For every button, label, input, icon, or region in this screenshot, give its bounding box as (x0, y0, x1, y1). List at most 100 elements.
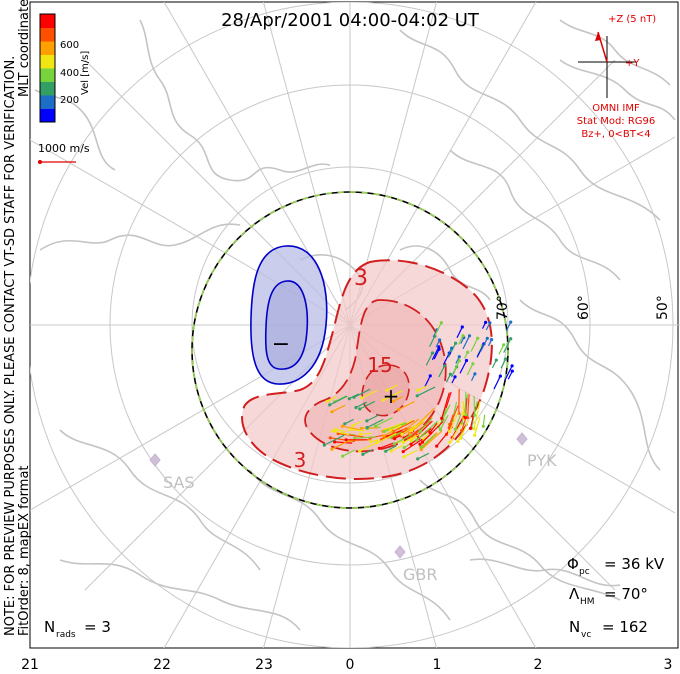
vector-origin (341, 454, 345, 458)
vector-origin (334, 427, 338, 431)
vector-origin (353, 436, 357, 440)
colorbar-segment (40, 41, 55, 55)
velocity-vector (505, 321, 512, 332)
velocity-vector (401, 424, 417, 435)
coastlines (34, 19, 676, 631)
mlt-tick-3: 3 (664, 657, 673, 673)
velocity-vector (449, 414, 454, 425)
velocity-vector (454, 413, 462, 430)
velocity-vector (398, 400, 415, 411)
velocity-vector (375, 416, 393, 427)
vector-origin (488, 321, 492, 325)
vector-origin (456, 439, 460, 443)
vector-origin (333, 440, 337, 444)
vector-origin (401, 450, 405, 454)
vector-origin (351, 424, 355, 428)
velocity-vector (355, 401, 368, 409)
velocity-vector (503, 338, 512, 353)
velocity-vectors (322, 320, 514, 461)
velocity-vector (390, 431, 402, 438)
colorbar-segment (40, 54, 55, 69)
vector-origin (484, 320, 488, 324)
positive-cell-sign: + (383, 384, 400, 408)
velocity-vector (324, 434, 345, 446)
velocity-vector (352, 420, 362, 427)
vector-origin (485, 336, 489, 340)
velocity-vector (389, 424, 402, 431)
velocity-vector (457, 432, 464, 442)
velocity-vector (421, 433, 436, 448)
velocity-vector (406, 418, 420, 430)
velocity-vector (361, 427, 379, 429)
vector-origin (389, 449, 393, 453)
mlt-axis: 21 22 23 0 1 2 3 (21, 657, 672, 673)
svg-text:= 3: = 3 (84, 618, 111, 636)
vector-origin (440, 416, 444, 420)
velocity-vector (338, 432, 364, 438)
mlt-tick-22: 22 (153, 657, 171, 673)
imf-dial (578, 31, 636, 98)
vector-origin (383, 429, 387, 433)
velocity-vector (329, 395, 348, 406)
reference-vector-label: 1000 m/s (38, 142, 90, 155)
velocity-vector (449, 423, 462, 443)
velocity-vector (332, 430, 350, 436)
vector-origin (461, 411, 465, 416)
vector-origin (358, 432, 363, 436)
vector-origin (473, 433, 477, 437)
vector-origin (438, 338, 442, 342)
station-markers (149, 432, 528, 559)
model-line-2: Bz+, 0<BT<4 (581, 129, 650, 140)
vector-origin (361, 452, 365, 456)
vector-origin (409, 439, 413, 443)
velocity-vector (359, 400, 376, 410)
velocity-vector (433, 349, 440, 360)
vector-origin (358, 449, 362, 453)
vector-origin (348, 428, 352, 432)
vector-origin (382, 434, 386, 438)
vector-origin (473, 413, 477, 417)
vector-origin (442, 364, 447, 368)
velocity-vector (417, 385, 428, 391)
velocity-vector (394, 433, 413, 445)
vector-origin (415, 438, 419, 442)
lat-label-60: 60° (576, 295, 592, 320)
svg-text:vc: vc (581, 630, 591, 640)
vector-origin (435, 444, 439, 448)
lat-label-50: 50° (655, 295, 671, 320)
velocity-vector (431, 346, 440, 361)
vector-origin (460, 429, 464, 433)
vector-origin (430, 351, 435, 355)
vector-origin (448, 440, 452, 444)
preview-note: NOTE: FOR PREVIEW PURPOSES ONLY. PLEASE … (3, 56, 18, 636)
vector-origin (457, 359, 461, 363)
velocity-vector (342, 425, 361, 431)
colorbar-segment (40, 81, 55, 96)
velocity-vector (467, 394, 470, 418)
vector-origin (385, 388, 389, 392)
vector-origin (472, 427, 476, 431)
vector-origin (439, 321, 443, 325)
velocity-vector (425, 352, 434, 366)
vector-origin (340, 424, 344, 428)
vector-origin (461, 334, 465, 338)
velocity-vector (353, 388, 371, 398)
vector-origin (463, 415, 467, 419)
velocity-vector (420, 430, 443, 451)
velocity-vector (466, 363, 474, 376)
svg-text:N: N (44, 618, 55, 636)
vector-origin (391, 399, 395, 403)
velocity-vector (334, 441, 353, 444)
velocity-vector (350, 429, 366, 432)
vector-origin (450, 346, 454, 350)
vector-origin (448, 422, 452, 427)
velocity-vector (417, 452, 430, 460)
velocity-vector (331, 404, 346, 413)
colorbar-label: Vel [m/s] (80, 51, 91, 95)
velocity-vector (473, 401, 481, 429)
station-label-gbr: GBR (403, 565, 438, 584)
velocity-vector (366, 418, 384, 429)
velocity-vector (362, 448, 374, 455)
mlt-tick-0: 0 (346, 657, 355, 673)
velocity-vector (393, 395, 404, 402)
